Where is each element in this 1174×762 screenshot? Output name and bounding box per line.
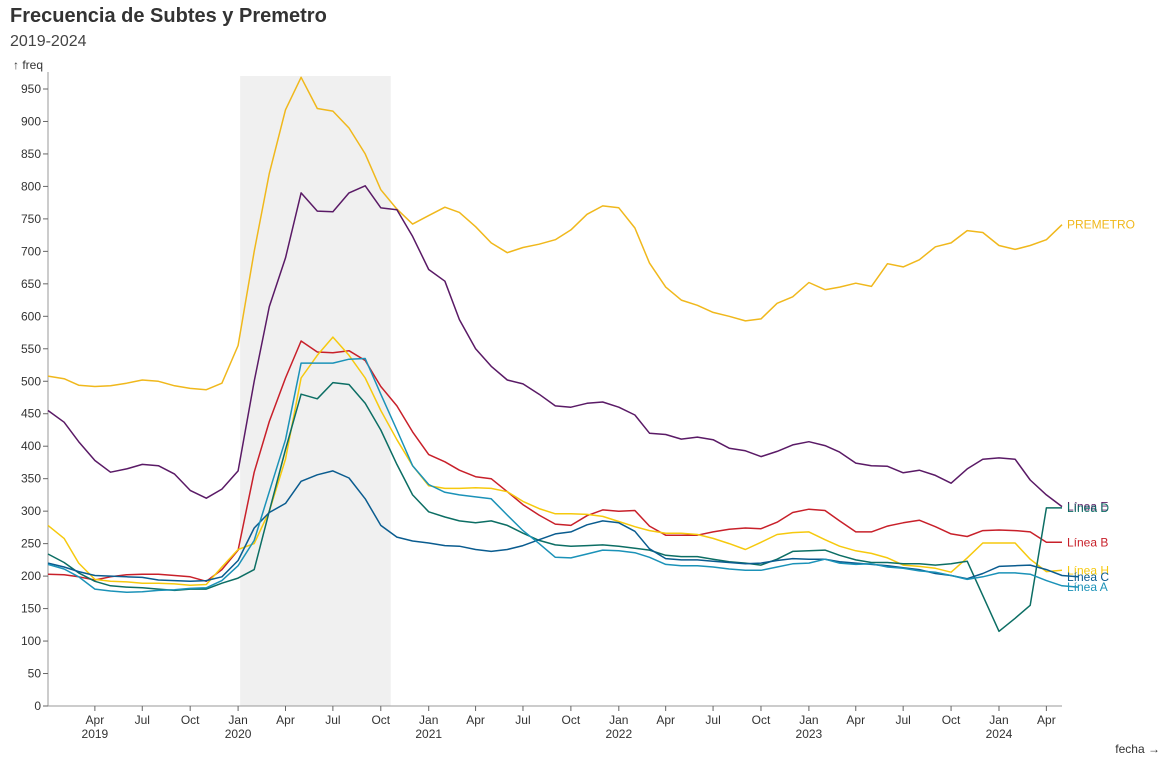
x-tick-label: Oct <box>371 713 390 727</box>
y-tick-label: 650 <box>21 277 41 291</box>
series-line-l-nea-d <box>47 381 1062 633</box>
x-tick-label: Apr <box>276 713 295 727</box>
y-tick-label: 750 <box>21 212 41 226</box>
x-tick-label: Jan <box>989 713 1008 727</box>
chart-title: Frecuencia de Subtes y Premetro <box>10 5 327 27</box>
y-tick-label: 700 <box>21 244 41 258</box>
highlight-layer <box>240 76 391 706</box>
y-tick-label: 550 <box>21 342 41 356</box>
x-tick-label: Oct <box>562 713 581 727</box>
x-tick-year: 2022 <box>605 727 632 741</box>
series-end-label: PREMETRO <box>1067 218 1135 232</box>
series-line-l-nea-e <box>47 185 1063 508</box>
y-tick-label: 450 <box>21 407 41 421</box>
x-tick-year: 2023 <box>796 727 823 741</box>
x-tick-label: Apr <box>1037 713 1056 727</box>
x-axis-title: fecha → <box>1115 742 1160 756</box>
x-tick-label: Oct <box>181 713 200 727</box>
x-tick-label: Jul <box>705 713 720 727</box>
series-end-label: Línea B <box>1067 535 1108 549</box>
y-tick-label: 300 <box>21 504 41 518</box>
x-tick-label: Jan <box>419 713 438 727</box>
y-tick-label: 350 <box>21 472 41 486</box>
x-tick-year: 2019 <box>82 727 109 741</box>
series-end-label: Línea H <box>1067 563 1109 577</box>
series-end-label: Línea E <box>1067 500 1108 514</box>
chart-subtitle: 2019-2024 <box>10 33 87 50</box>
y-tick-label: 200 <box>21 569 41 583</box>
series-line-premetro <box>47 76 1063 391</box>
x-tick-label: Oct <box>942 713 961 727</box>
x-tick-label: Apr <box>466 713 485 727</box>
x-tick-label: Jan <box>609 713 628 727</box>
x-tick-label: Oct <box>752 713 771 727</box>
y-tick-label: 850 <box>21 147 41 161</box>
series-end-label: Línea C <box>1067 570 1109 584</box>
series-layer <box>47 76 1079 633</box>
x-tick-label: Jul <box>515 713 530 727</box>
x-tick-label: Jan <box>228 713 247 727</box>
x-tick-label: Jul <box>895 713 910 727</box>
x-tick-label: Jan <box>799 713 818 727</box>
y-tick-label: 500 <box>21 374 41 388</box>
x-tick-year: 2024 <box>986 727 1013 741</box>
y-tick-label: 600 <box>21 309 41 323</box>
y-tick-label: 50 <box>28 667 42 681</box>
y-tick-label: 100 <box>21 634 41 648</box>
y-axis: 0 50 100 150 200 250 300 350 400 450 500 550 600 650 7… <box>21 72 49 713</box>
y-tick-label: 900 <box>21 114 41 128</box>
series-line-l-nea-h <box>47 336 1063 586</box>
y-tick-label: 400 <box>21 439 41 453</box>
y-tick-label: 800 <box>21 179 41 193</box>
x-tick-year: 2020 <box>225 727 252 741</box>
y-tick-label: 0 <box>34 699 41 713</box>
y-tick-label: 150 <box>21 602 41 616</box>
x-tick-year: 2021 <box>415 727 442 741</box>
x-tick-label: Apr <box>846 713 865 727</box>
series-line-l-nea-a <box>47 357 1079 594</box>
x-tick-label: Jul <box>325 713 340 727</box>
series-end-label: Línea A <box>1067 580 1108 594</box>
x-tick-label: Apr <box>86 713 105 727</box>
y-tick-label: 250 <box>21 537 41 551</box>
y-axis-title: ↑ freq <box>13 58 43 72</box>
x-tick-label: Apr <box>656 713 675 727</box>
series-end-label: Línea D <box>1067 501 1109 515</box>
x-tick-label: Jul <box>135 713 150 727</box>
highlight-band <box>240 76 391 706</box>
y-tick-label: 950 <box>21 82 41 96</box>
